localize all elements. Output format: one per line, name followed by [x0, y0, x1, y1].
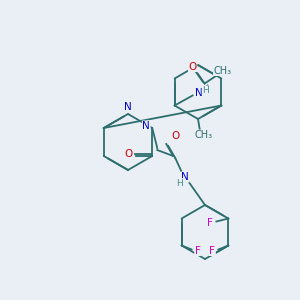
Text: N: N: [142, 121, 150, 131]
Text: O: O: [171, 131, 179, 141]
Text: H: H: [202, 86, 209, 95]
Text: CH₃: CH₃: [214, 65, 232, 76]
Text: CH₃: CH₃: [195, 130, 213, 140]
Text: F: F: [195, 245, 201, 256]
Text: N: N: [195, 88, 203, 98]
Text: O: O: [188, 61, 197, 71]
Text: F: F: [207, 218, 213, 227]
Text: H: H: [176, 178, 183, 188]
Text: N: N: [182, 172, 189, 182]
Text: F: F: [209, 245, 215, 256]
Text: O: O: [124, 149, 132, 159]
Text: N: N: [124, 102, 132, 112]
